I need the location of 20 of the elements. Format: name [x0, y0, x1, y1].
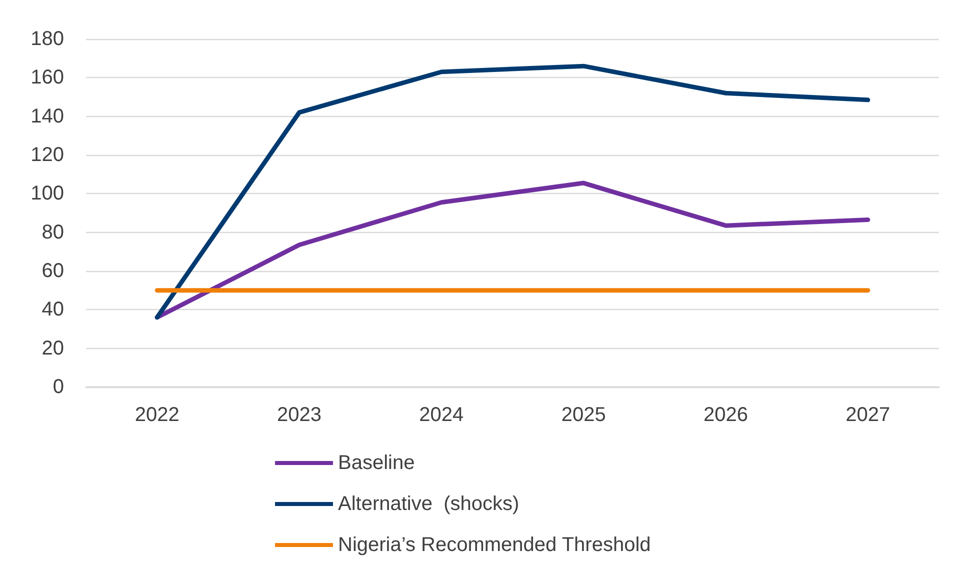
x-tick-label: 2023: [277, 404, 322, 426]
legend-label: Nigeria’s Recommended Threshold: [338, 534, 651, 556]
x-tick-label: 2022: [134, 404, 180, 426]
legend-label: Alternative (shocks): [338, 493, 520, 515]
y-tick-label: 20: [42, 337, 64, 360]
y-tick-label: 160: [30, 66, 64, 89]
x-tick-label: 2024: [419, 404, 464, 426]
y-tick-label: 40: [42, 298, 64, 321]
y-tick-label: 120: [30, 144, 64, 166]
y-tick-label: 0: [52, 376, 64, 398]
y-tick-label: 60: [42, 260, 64, 282]
y-tick-label: 180: [30, 28, 64, 50]
line-series: [154, 64, 870, 320]
legend-label: Baseline: [338, 452, 415, 474]
y-tick-label: 80: [42, 221, 64, 244]
x-tick-label: 2025: [561, 404, 606, 426]
y-tick-label: 140: [30, 105, 64, 128]
x-tick-label: 2027: [846, 404, 890, 426]
y-tick-label: 100: [30, 182, 64, 205]
x-tick-label: 2026: [704, 404, 748, 426]
